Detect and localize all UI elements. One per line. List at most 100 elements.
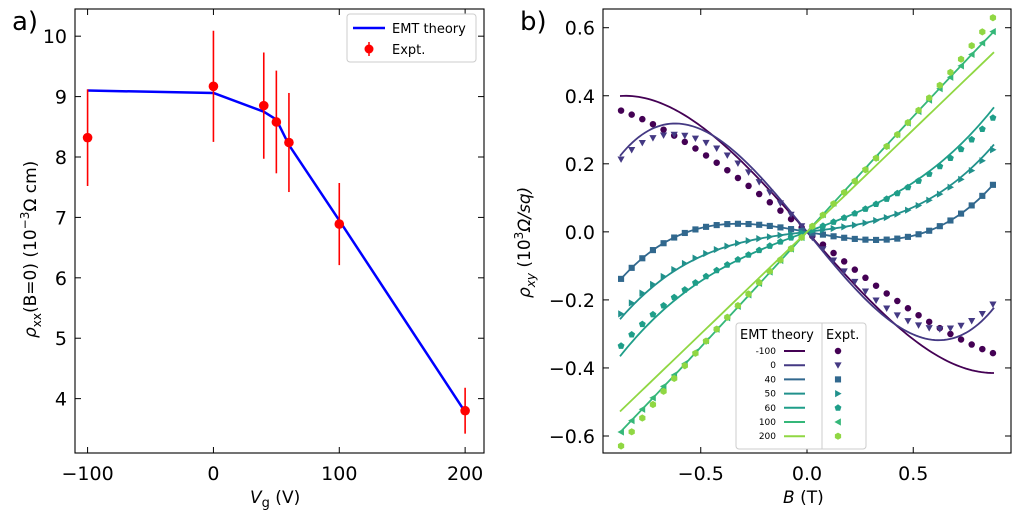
expt-point-60 [702, 272, 710, 280]
expt-point-0 [851, 278, 859, 286]
expt-point--100 [681, 138, 689, 146]
expt-point-60 [734, 256, 742, 263]
panel-a-xtick-label: 100 [321, 463, 357, 485]
expt-point--100 [617, 107, 625, 114]
expt-point-0 [819, 246, 827, 253]
expt-point-50 [628, 299, 636, 307]
expt-point-50 [777, 231, 785, 239]
expt-point-0 [659, 132, 668, 139]
expt-point-0 [978, 310, 986, 318]
panel-a-ytick-label: 10 [43, 26, 67, 48]
expt-point-0 [776, 200, 785, 207]
expt-point-100 [659, 382, 667, 391]
expt-point-50 [841, 223, 848, 231]
expt-point--100 [755, 190, 763, 198]
expt-point--100 [745, 182, 752, 190]
expt-point-40 [883, 236, 890, 243]
expt-point-60 [723, 261, 731, 268]
legend-expt-marker-0 [834, 362, 842, 369]
expt-point-200 [649, 400, 657, 409]
legend-expt-marker--100 [834, 347, 842, 355]
expt-point-0 [798, 223, 806, 230]
expt-point-0 [670, 131, 678, 139]
expt-point-0 [914, 322, 923, 329]
expt-point-40 [777, 224, 784, 231]
expt-point-40 [851, 235, 858, 242]
panel-b-ylabel-unit: Ω/sq) [515, 187, 535, 233]
expt-point-60 [893, 189, 901, 197]
expt-point-60 [915, 177, 922, 184]
expt-point-50 [851, 221, 859, 229]
expt-point-40 [841, 234, 848, 241]
expt-point-60 [936, 162, 944, 170]
expt-point-200 [734, 301, 742, 310]
expt-point-60 [681, 286, 689, 293]
expt-point-50 [968, 166, 976, 175]
expt-point-100 [957, 62, 964, 70]
legend-expt-label: Expt. [392, 43, 425, 58]
expt-point-60 [904, 183, 912, 191]
panel-b-ylabel-sup: 3 [512, 232, 526, 240]
expt-point-200 [968, 42, 975, 50]
expt-point-200 [883, 142, 890, 151]
expt-point-50 [618, 310, 625, 318]
expt-point--100 [787, 215, 795, 223]
expt-point-200 [713, 325, 720, 333]
expt-point-200 [851, 177, 858, 185]
legend-expt-marker-60 [834, 404, 842, 411]
panel-a-xtick-label: 200 [447, 463, 483, 485]
expt-point-200 [904, 118, 912, 127]
legend-expt-title: Expt. [826, 328, 859, 343]
legend-entry-label: 50 [765, 390, 777, 400]
panel-a-ylabel: ρxx(B=0) (10−3Ω cm) [18, 161, 44, 338]
panel-a-ytick-label: 6 [55, 268, 67, 290]
expt-point--100 [851, 266, 859, 273]
expt-point-0 [936, 326, 944, 333]
expt-point-50 [936, 190, 944, 198]
expt-point-60 [649, 310, 657, 318]
expt-point--100 [883, 290, 890, 297]
expt-point--100 [692, 145, 699, 152]
expt-point-0 [744, 169, 753, 176]
expt-point-0 [734, 160, 742, 167]
expt-point-40 [915, 231, 922, 238]
panel-a-xlabel: Vg (V) [250, 488, 300, 511]
expt-point-0 [989, 301, 997, 308]
expt-point--100 [628, 111, 635, 118]
panel-b-legend-box [735, 322, 867, 450]
expt-point--100 [915, 311, 922, 319]
expt-point-200 [915, 106, 922, 114]
panel-b-ytick-label: 0.6 [565, 18, 595, 40]
expt-point-200 [766, 267, 773, 275]
legend-expt-marker-40 [834, 376, 842, 383]
expt-point-200 [809, 222, 816, 230]
panel-b-ytick-label: −0.2 [549, 290, 595, 312]
expt-point-50 [692, 254, 700, 262]
expt-point--100 [904, 305, 912, 312]
panel-b-ylabel-rest: (10 [515, 239, 535, 273]
expt-point-40 [830, 233, 837, 240]
expt-point--100 [989, 349, 997, 357]
expt-point-60 [830, 218, 837, 225]
expt-point-200 [957, 55, 965, 63]
expt-point-40 [628, 264, 635, 271]
expt-point [258, 100, 269, 111]
expt-point-40 [862, 236, 869, 243]
panel-b-xtick-label: 0.0 [792, 463, 822, 485]
expt-point-60 [766, 242, 774, 249]
expt-point-60 [968, 135, 976, 143]
expt-point-200 [617, 442, 625, 450]
expt-point-200 [745, 290, 752, 298]
expt-point-40 [692, 226, 699, 233]
expt-point-200 [639, 414, 646, 422]
expt-point-60 [713, 266, 721, 274]
expt-point-40 [745, 220, 752, 228]
expt-point-200 [862, 166, 869, 174]
expt-point-100 [968, 50, 975, 59]
panel-b-ylabel: ρxy (103Ω/sq) [512, 187, 538, 298]
expt-point-40 [904, 233, 911, 240]
expt-point-40 [756, 221, 763, 228]
expt-point-0 [638, 139, 646, 147]
expt-point-60 [851, 209, 859, 217]
